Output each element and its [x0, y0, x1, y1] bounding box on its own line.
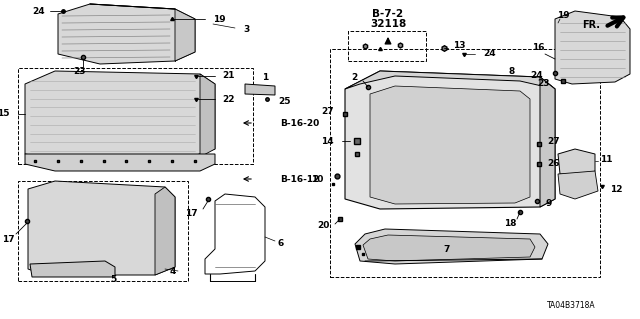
Polygon shape: [155, 187, 175, 275]
Text: 14: 14: [321, 137, 334, 145]
Polygon shape: [58, 4, 195, 64]
Text: 13: 13: [453, 41, 465, 49]
Text: 24: 24: [33, 6, 45, 16]
Bar: [18, 181, 188, 281]
Text: 16: 16: [532, 42, 545, 51]
Text: 9: 9: [546, 199, 552, 209]
Polygon shape: [345, 71, 555, 89]
Polygon shape: [558, 149, 595, 177]
Text: B-16-12: B-16-12: [280, 174, 319, 183]
Bar: [348, 31, 426, 61]
Text: 19: 19: [557, 11, 570, 20]
Text: 19: 19: [213, 14, 226, 24]
Text: 26: 26: [547, 160, 559, 168]
Text: 11: 11: [600, 154, 612, 164]
Text: 4: 4: [170, 266, 177, 276]
Polygon shape: [555, 11, 630, 84]
Text: 3: 3: [243, 26, 249, 34]
Text: 25: 25: [278, 97, 291, 106]
Text: 22: 22: [222, 94, 234, 103]
Text: 7: 7: [444, 244, 450, 254]
Polygon shape: [355, 229, 548, 264]
Text: 5: 5: [110, 275, 116, 284]
Text: 18: 18: [504, 219, 516, 227]
Polygon shape: [558, 171, 598, 199]
Polygon shape: [245, 84, 275, 95]
Polygon shape: [370, 86, 530, 204]
Polygon shape: [25, 71, 215, 159]
Text: 20: 20: [317, 221, 330, 231]
Text: B-16-20: B-16-20: [280, 118, 319, 128]
Polygon shape: [175, 9, 195, 61]
Text: 10: 10: [310, 174, 323, 183]
Text: B-7-2: B-7-2: [372, 9, 404, 19]
Text: 21: 21: [222, 71, 234, 80]
Text: 24: 24: [531, 70, 543, 79]
Polygon shape: [345, 71, 555, 209]
Text: 1: 1: [262, 72, 268, 81]
Text: 2: 2: [352, 72, 358, 81]
Polygon shape: [540, 77, 555, 207]
Polygon shape: [200, 74, 215, 157]
Text: 8: 8: [509, 66, 515, 76]
Text: TA04B3718A: TA04B3718A: [547, 300, 596, 309]
Polygon shape: [25, 154, 215, 171]
Text: 32118: 32118: [370, 19, 406, 29]
Text: 27: 27: [547, 137, 559, 145]
Text: 17: 17: [2, 234, 14, 243]
Text: 17: 17: [186, 209, 198, 218]
Bar: [330, 49, 600, 277]
Text: FR.: FR.: [582, 20, 600, 30]
Polygon shape: [28, 181, 175, 275]
Polygon shape: [363, 235, 535, 261]
Text: 15: 15: [0, 109, 10, 118]
Bar: [18, 68, 253, 164]
Text: 27: 27: [321, 107, 334, 115]
Text: 12: 12: [610, 184, 623, 194]
Text: 23: 23: [538, 78, 550, 87]
Text: 23: 23: [74, 66, 86, 76]
Text: 24: 24: [483, 49, 495, 58]
Text: 6: 6: [278, 239, 284, 248]
Polygon shape: [30, 261, 115, 277]
